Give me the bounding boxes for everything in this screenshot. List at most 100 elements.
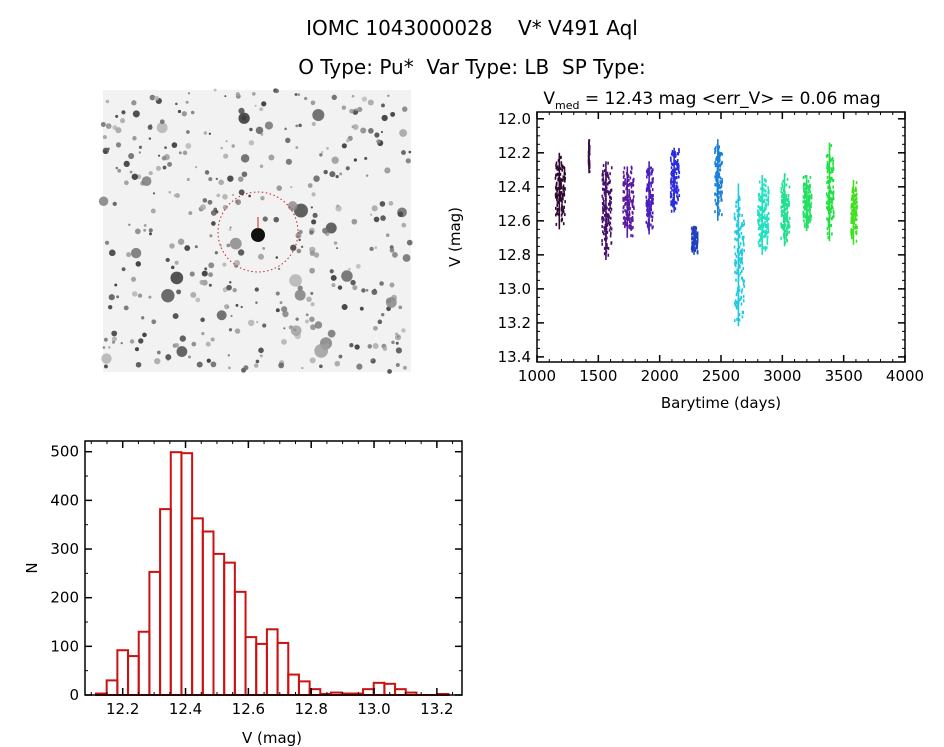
data-point [832,165,834,169]
data-point [851,190,854,194]
star [352,285,358,291]
data-point [787,221,790,225]
data-point [781,182,783,186]
data-point [677,175,680,179]
star [199,279,205,285]
data-point [736,219,739,223]
data-point [766,239,769,243]
hist-frame [84,440,463,696]
histogram-bar [372,681,386,697]
data-point [766,219,769,223]
star [102,346,106,349]
star [370,213,373,216]
histogram-bar [169,451,183,696]
data-point [601,201,604,205]
data-point [736,268,739,272]
star [233,259,241,267]
star [304,96,308,101]
star [314,321,323,329]
data-point [675,190,678,194]
data-point [607,161,609,165]
data-point [809,214,811,218]
star [336,247,339,250]
star [204,170,210,175]
data-point [646,172,649,176]
star [395,332,399,336]
data-point [734,252,737,256]
data-point [604,229,606,233]
star [172,313,179,320]
star [216,310,227,321]
data-point [604,188,606,192]
data-point [734,301,736,305]
star [241,171,248,178]
data-point [734,217,736,221]
star [305,313,309,317]
star [226,243,231,248]
histogram-plot: 12.2 12.4 12.6 12.8 13.0 13.2 0 100 200 300 400 500 [50,440,463,718]
data-point [717,185,720,189]
star [277,267,281,271]
data-point [804,186,807,190]
star [102,135,107,140]
data-point [695,243,697,247]
star [108,305,113,310]
data-point [678,164,680,168]
data-point [826,166,828,170]
data-point [736,290,739,294]
data-point [675,171,678,175]
data-point [675,167,677,171]
data-point [758,219,761,223]
lc-title: Vmed = 12.43 mag <err_V> = 0.06 mag [543,89,880,112]
data-point [807,221,809,225]
data-point [557,187,560,191]
data-point [674,187,677,191]
data-point [803,183,806,187]
star [372,343,379,349]
data-point [720,151,722,155]
star [310,324,317,331]
data-point [602,199,605,203]
data-point [734,237,736,241]
star [230,314,233,317]
data-point [855,181,858,185]
data-point [759,225,761,229]
data-point [624,225,626,229]
data-point [670,209,673,213]
data-point [764,216,767,220]
histogram-bar [223,561,236,697]
data-point [715,202,717,206]
data-point [627,207,629,211]
star [229,237,242,250]
data-point [562,178,564,182]
data-point [784,223,787,227]
data-point [622,181,625,185]
data-point [561,164,564,168]
data-point [739,260,742,264]
data-point [561,210,564,214]
star [154,358,161,365]
data-point-range [805,174,808,232]
star [365,288,369,292]
data-point [759,195,762,199]
data-point [764,222,766,226]
star [167,161,173,167]
data-point [695,235,697,239]
histogram-bar [394,688,407,697]
data-point [736,302,739,306]
data-point [788,224,790,228]
data-point [676,175,678,179]
histogram-bar [137,630,151,696]
star [357,106,363,113]
data-point [742,311,745,315]
star [295,124,299,128]
data-point [804,204,807,208]
star [207,199,213,205]
data-point [721,180,723,184]
data-point [826,206,828,210]
data-point [630,182,632,186]
star [132,136,137,141]
star [208,177,213,182]
star [131,173,138,180]
data-point [671,188,673,192]
